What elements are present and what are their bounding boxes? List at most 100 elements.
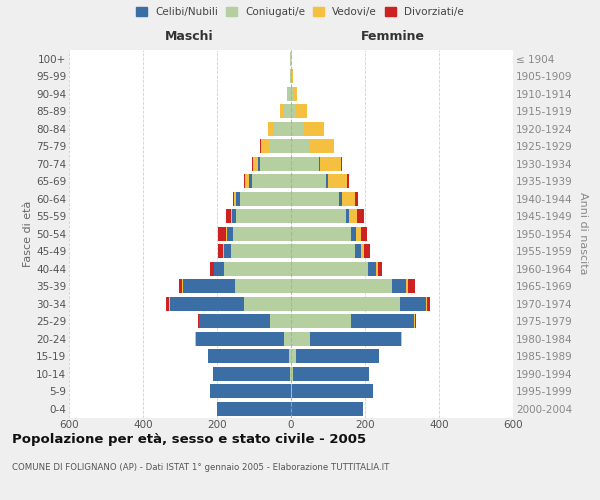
Text: Popolazione per età, sesso e stato civile - 2005: Popolazione per età, sesso e stato civil… [12,432,366,446]
Bar [208,349,289,364]
Bar [224,262,291,276]
Bar [291,262,368,276]
Bar [269,314,291,328]
Bar [310,332,401,346]
Bar [291,156,319,171]
Bar [252,156,253,171]
Y-axis label: Anni di nascita: Anni di nascita [578,192,588,275]
Bar [227,226,233,241]
Bar [288,86,291,101]
Bar [182,279,183,293]
Bar [401,332,403,346]
Bar [406,279,407,293]
Bar [284,104,291,118]
Bar [209,384,291,398]
Bar [269,139,291,154]
Bar [291,366,293,381]
Bar [326,174,328,188]
Bar [346,209,349,224]
Bar [407,279,415,293]
Bar [236,192,240,206]
Bar [218,226,226,241]
Bar [347,174,349,188]
Bar [230,244,291,258]
Bar [328,174,347,188]
Bar [392,279,406,293]
Bar [226,226,227,241]
Bar [260,139,269,154]
Bar [217,402,291,416]
Bar [259,156,260,171]
Bar [224,244,230,258]
Bar [233,226,291,241]
Bar [291,69,292,84]
Bar [290,366,291,381]
Text: Maschi: Maschi [164,30,213,43]
Bar [368,262,376,276]
Bar [291,226,352,241]
Bar [210,262,214,276]
Bar [236,209,291,224]
Bar [291,244,355,258]
Y-axis label: Fasce di età: Fasce di età [23,200,33,267]
Bar [356,226,361,241]
Bar [235,192,236,206]
Bar [290,52,291,66]
Bar [195,332,196,346]
Bar [233,192,235,206]
Bar [289,349,291,364]
Bar [291,349,296,364]
Bar [198,314,199,328]
Text: COMUNE DI FOLIGNANO (AP) - Dati ISTAT 1° gennaio 2005 - Elaborazione TUTTITALIA.: COMUNE DI FOLIGNANO (AP) - Dati ISTAT 1°… [12,462,389,471]
Bar [291,104,295,118]
Bar [268,122,274,136]
Bar [245,174,249,188]
Bar [230,209,232,224]
Bar [310,139,334,154]
Bar [293,86,297,101]
Bar [232,209,236,224]
Bar [218,244,223,258]
Bar [291,314,351,328]
Bar [357,209,364,224]
Bar [170,296,244,311]
Bar [183,279,235,293]
Bar [214,262,224,276]
Bar [291,296,400,311]
Bar [244,174,245,188]
Bar [291,332,310,346]
Bar [352,226,356,241]
Bar [427,296,430,311]
Bar [244,296,291,311]
Bar [361,244,364,258]
Bar [274,122,291,136]
Bar [179,279,182,293]
Legend: Celibi/Nubili, Coniugati/e, Vedovi/e, Divorziati/e: Celibi/Nubili, Coniugati/e, Vedovi/e, Di… [134,5,466,20]
Bar [252,174,291,188]
Bar [400,296,426,311]
Bar [378,262,382,276]
Bar [292,69,293,84]
Bar [166,296,169,311]
Bar [196,332,284,346]
Bar [291,402,363,416]
Bar [349,209,357,224]
Bar [291,279,392,293]
Bar [291,192,339,206]
Bar [295,104,307,118]
Bar [293,366,369,381]
Bar [291,122,304,136]
Bar [364,244,370,258]
Bar [320,156,341,171]
Bar [291,174,326,188]
Bar [240,192,291,206]
Bar [292,384,373,398]
Bar [304,122,325,136]
Bar [226,209,230,224]
Text: Femmine: Femmine [361,30,425,43]
Bar [284,332,291,346]
Bar [253,156,259,171]
Bar [376,262,378,276]
Bar [361,226,367,241]
Bar [260,156,291,171]
